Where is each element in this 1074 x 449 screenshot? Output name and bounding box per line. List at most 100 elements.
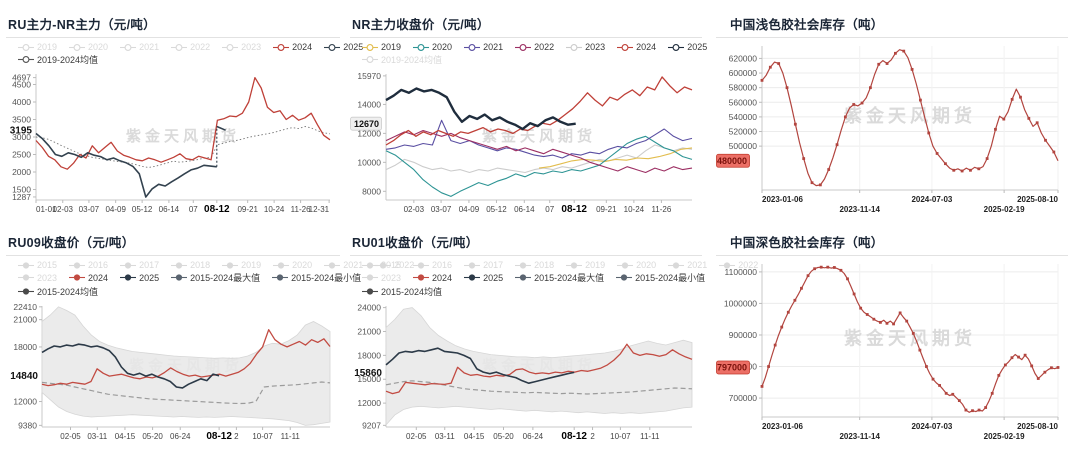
legend-marker-icon	[18, 261, 34, 269]
svg-text:1000000: 1000000	[724, 298, 757, 308]
svg-text:05-12: 05-12	[486, 205, 507, 214]
legend-marker-icon	[273, 261, 290, 269]
legend-item-2024[interactable]: 2024	[69, 271, 108, 284]
svg-text:1100000: 1100000	[725, 267, 758, 277]
svg-text:18000: 18000	[357, 350, 381, 360]
legend-marker-icon	[120, 261, 137, 269]
svg-text:04-15: 04-15	[464, 432, 485, 441]
svg-text:3195: 3195	[10, 126, 33, 137]
legend-marker-icon	[18, 274, 34, 281]
svg-text:480000: 480000	[717, 156, 747, 166]
legend-item-2025[interactable]: 2025	[120, 271, 159, 284]
legend-item-2021[interactable]: 2021	[120, 42, 159, 52]
svg-text:05-20: 05-20	[142, 432, 163, 441]
legend-item-2016[interactable]: 2016	[413, 260, 452, 270]
legend-item-2019[interactable]: 2019	[566, 260, 605, 270]
svg-text:8000: 8000	[362, 186, 381, 196]
chart-legend-nr-close: 2019 2020 2021 2022 2023 2024 2025 2019-2024均值	[350, 38, 707, 66]
svg-text:01-01: 01-01	[36, 205, 57, 214]
svg-text:04-09: 04-09	[105, 205, 126, 214]
legend-item-2015-2024均值[interactable]: 2015-2024均值	[362, 285, 442, 298]
svg-text:05-12: 05-12	[132, 205, 153, 214]
legend-item-2025[interactable]: 2025	[668, 42, 707, 52]
svg-text:24000: 24000	[357, 303, 381, 313]
legend-item-2017[interactable]: 2017	[464, 260, 503, 270]
svg-text:2025-02-19: 2025-02-19	[984, 205, 1025, 214]
legend-item-2016[interactable]: 2016	[69, 260, 108, 270]
svg-text:700000: 700000	[729, 393, 758, 403]
svg-text:2024-07-03: 2024-07-03	[911, 195, 952, 204]
legend-item-2021[interactable]: 2021	[324, 260, 363, 270]
legend-item-2022[interactable]: 2022	[171, 42, 210, 52]
svg-text:4500: 4500	[12, 80, 31, 90]
legend-marker-icon	[515, 274, 532, 281]
legend-item-2022[interactable]: 2022	[719, 260, 758, 270]
svg-text:紫金天风期货: 紫金天风期货	[844, 328, 976, 349]
svg-text:07: 07	[189, 205, 198, 214]
legend-item-2020[interactable]: 2020	[273, 260, 312, 270]
legend-item-2024[interactable]: 2024	[617, 42, 656, 52]
chart-plot-ru01-close: 紫金天风期货9207120001500018000210002400015860…	[354, 303, 693, 442]
legend-item-2020[interactable]: 2020	[413, 42, 452, 52]
svg-text:08-12: 08-12	[204, 204, 230, 215]
legend-item-2018[interactable]: 2018	[515, 260, 554, 270]
legend-marker-icon	[222, 43, 239, 51]
svg-text:10000: 10000	[357, 157, 381, 167]
legend-item-2023[interactable]: 2023	[222, 42, 261, 52]
legend-item-2021[interactable]: 2021	[668, 260, 707, 270]
svg-text:2500: 2500	[12, 150, 31, 160]
legend-item-2015-2024最小值[interactable]: 2015-2024最小值	[616, 271, 705, 284]
legend-marker-icon	[413, 43, 430, 51]
panel-ru09-close: RU09收盘价（元/吨） 2015 2016 2017 2018 2019 2020 202…	[6, 232, 414, 444]
chart-title-ru09-close: RU09收盘价（元/吨）	[6, 232, 340, 256]
legend-item-2015[interactable]: 2015	[362, 260, 401, 270]
legend-item-2017[interactable]: 2017	[120, 260, 159, 270]
legend-marker-icon	[120, 43, 137, 51]
legend-marker-icon	[324, 43, 341, 51]
legend-item-2020[interactable]: 2020	[69, 42, 108, 52]
legend-marker-icon	[69, 261, 86, 269]
legend-item-2022[interactable]: 2022	[515, 42, 554, 52]
legend-item-2021[interactable]: 2021	[464, 42, 503, 52]
legend-item-2015-2024最大值[interactable]: 2015-2024最大值	[515, 271, 604, 284]
legend-item-2024[interactable]: 2024	[413, 271, 452, 284]
legend-item-2018[interactable]: 2018	[171, 260, 210, 270]
svg-text:14000: 14000	[357, 99, 381, 109]
svg-text:06-14: 06-14	[159, 205, 180, 214]
legend-item-2015-2024最小值[interactable]: 2015-2024最小值	[272, 271, 361, 284]
legend-marker-icon	[18, 43, 34, 51]
legend-item-2023[interactable]: 2023	[566, 42, 605, 52]
legend-item-2023[interactable]: 2023	[362, 271, 401, 284]
legend-item-2019[interactable]: 2019	[362, 42, 401, 52]
legend-item-2015-2024最大值[interactable]: 2015-2024最大值	[171, 271, 260, 284]
svg-text:620000: 620000	[729, 53, 758, 63]
legend-marker-icon	[362, 261, 378, 269]
svg-text:14840: 14840	[10, 371, 38, 382]
svg-text:08-12: 08-12	[206, 431, 232, 442]
svg-text:04-15: 04-15	[115, 432, 136, 441]
svg-text:2025-08-10: 2025-08-10	[1017, 195, 1058, 204]
legend-item-2019-2024均值[interactable]: 2019-2024均值	[362, 53, 442, 66]
legend-item-2015-2024均值[interactable]: 2015-2024均值	[18, 285, 98, 298]
legend-marker-icon	[362, 274, 378, 281]
svg-text:紫金天风期货: 紫金天风期货	[126, 127, 240, 145]
legend-item-2023[interactable]: 2023	[18, 271, 57, 284]
legend-item-2015[interactable]: 2015	[18, 260, 57, 270]
legend-item-2025[interactable]: 2025	[324, 42, 363, 52]
legend-item-2025[interactable]: 2025	[464, 271, 503, 284]
svg-text:2025-08-10: 2025-08-10	[1017, 422, 1058, 431]
legend-item-2019-2024均值[interactable]: 2019-2024均值	[18, 53, 98, 66]
legend-item-2024[interactable]: 2024	[273, 42, 312, 52]
svg-text:1287: 1287	[12, 192, 31, 202]
legend-item-2019[interactable]: 2019	[222, 260, 261, 270]
svg-text:10-24: 10-24	[264, 205, 285, 214]
legend-marker-icon	[413, 261, 430, 269]
legend-item-2019[interactable]: 2019	[18, 42, 57, 52]
legend-marker-icon	[566, 43, 583, 51]
svg-text:11-11: 11-11	[640, 432, 660, 441]
chart-title-ru-spread: RU主力-NR主力（元/吨）	[6, 14, 340, 38]
svg-text:21000: 21000	[13, 315, 37, 325]
chart-plot-ru09-close: 紫金天风期货9380120001800021000224101484002-05…	[10, 302, 331, 442]
svg-text:03-07: 03-07	[431, 205, 452, 214]
legend-item-2020[interactable]: 2020	[617, 260, 656, 270]
